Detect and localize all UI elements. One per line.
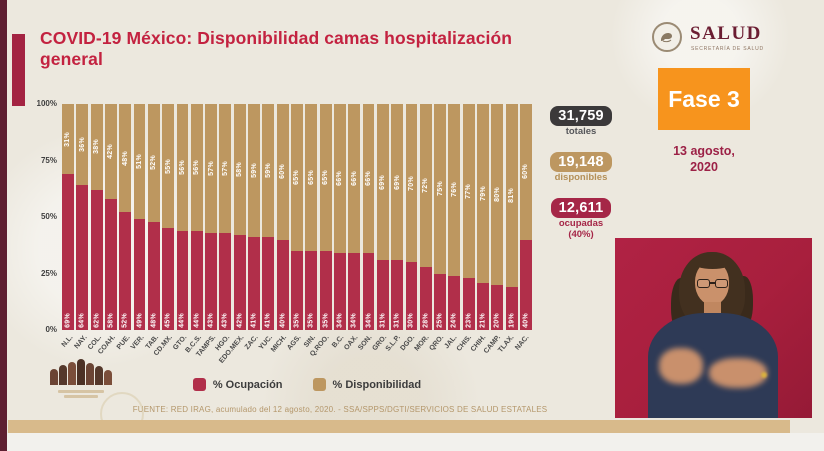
x-label-zac: ZAC. bbox=[243, 334, 260, 352]
x-label-son: SON. bbox=[357, 334, 374, 352]
interpreter-face bbox=[695, 262, 729, 305]
interpreter-hair-fringe bbox=[692, 255, 733, 269]
x-label-ags: AGS. bbox=[285, 334, 303, 352]
bar-coah: 42% 58% bbox=[104, 104, 117, 330]
interpreter-glasses bbox=[697, 279, 710, 288]
bar-bc: 66% 34% bbox=[333, 104, 346, 330]
bar-pue: 48% 52% bbox=[119, 104, 132, 330]
x-label-nac: NAC. bbox=[513, 334, 531, 352]
bar-nac: 60% 40% bbox=[520, 104, 532, 330]
stat-disponibles: 19,148 disponibles bbox=[534, 152, 628, 184]
date-line1: 13 agosto, bbox=[673, 144, 735, 158]
bar-cdmx: 55% 45% bbox=[162, 104, 175, 330]
bar-gto: 56% 44% bbox=[176, 104, 189, 330]
bar-gro: 69% 31% bbox=[376, 104, 389, 330]
y-tick-0: 0% bbox=[45, 325, 57, 334]
legend-label-ocupacion: % Ocupación bbox=[212, 378, 283, 391]
heroes-logo-caption bbox=[52, 388, 110, 400]
bar-nl: 31% 69% bbox=[62, 104, 74, 330]
y-tick-75: 75% bbox=[40, 155, 57, 165]
bar-plot: 31% 69% 36% 64% 38% 62% 42% 58% 48% 52% 51% 49% 52% 4… bbox=[62, 104, 532, 330]
bar-chis: 77% 23% bbox=[462, 104, 475, 330]
legend: % Ocupación % Disponibilidad bbox=[62, 378, 552, 391]
source-note: FUENTE: RED IRAG, acumulado del 12 agost… bbox=[132, 405, 548, 414]
left-edge-strip bbox=[0, 0, 7, 451]
bar-ags: 65% 35% bbox=[291, 104, 303, 330]
interpreter-glasses bbox=[715, 279, 728, 288]
bar-mor: 72% 28% bbox=[419, 104, 432, 330]
stat-disponibles-value: 19,148 bbox=[550, 152, 612, 172]
interpreter-glasses-bridge bbox=[709, 282, 716, 284]
stat-totales: 31,759 totales bbox=[534, 106, 628, 138]
bar-chih: 79% 21% bbox=[477, 104, 489, 330]
bar-nay: 36% 64% bbox=[76, 104, 89, 330]
title-accent-bar bbox=[12, 34, 25, 106]
stat-ocupadas-sublabel: (40%) bbox=[568, 228, 594, 240]
y-tick-50: 50% bbox=[40, 212, 57, 221]
bar-slp: 69% 31% bbox=[391, 104, 404, 330]
bar-qro: 75% 25% bbox=[434, 104, 447, 330]
ocupacion-swatch-icon bbox=[192, 378, 206, 391]
brand-name: SALUD bbox=[690, 23, 762, 44]
x-label-qro: QRO. bbox=[427, 334, 445, 353]
brand-tagline: SECRETARÍA DE SALUD bbox=[691, 46, 764, 52]
y-axis: 100% 75% 50% 25% 0% bbox=[10, 99, 57, 334]
y-tick-100: 100% bbox=[36, 99, 57, 108]
stat-ocupadas-label: ocupadas (40%) bbox=[558, 218, 604, 240]
date-line2: 2020 bbox=[690, 159, 718, 174]
interpreter-right-hand bbox=[709, 358, 767, 388]
interpreter-neck bbox=[704, 302, 721, 315]
bar-zac: 59% 41% bbox=[248, 104, 260, 330]
stat-ocupadas: 12,611 ocupadas (40%) bbox=[534, 198, 628, 241]
bottom-tan-bar bbox=[8, 420, 790, 433]
x-label-pue: PUE. bbox=[115, 334, 132, 352]
x-label-dgo: DGO. bbox=[399, 334, 417, 353]
phase-badge: Fase 3 bbox=[658, 68, 750, 130]
bar-yuc: 59% 41% bbox=[262, 104, 275, 330]
bar-tamps: 57% 43% bbox=[205, 104, 218, 330]
date-label: 13 agosto, 2020 bbox=[652, 144, 756, 175]
stat-disponibles-label: disponibles bbox=[554, 172, 608, 183]
x-label-nl: N.L. bbox=[60, 334, 75, 349]
x-axis-labels: N.L. NAY. COL. COAH. PUE. VER. TAB. CD.MX. GTO. B… bbox=[60, 333, 532, 369]
interpreter-watch bbox=[761, 372, 767, 378]
bar-qroo: 65% 35% bbox=[319, 104, 332, 330]
legend-label-disponibilidad: % Disponibilidad bbox=[332, 378, 422, 391]
stat-totales-value: 31,759 bbox=[550, 106, 612, 126]
gobierno-heroes-logo bbox=[50, 357, 112, 385]
stat-totales-label: totales bbox=[565, 126, 597, 137]
bar-col: 38% 62% bbox=[90, 104, 103, 330]
bar-mich: 60% 40% bbox=[276, 104, 289, 330]
interpreter-left-hand bbox=[659, 348, 703, 384]
page-title: COVID-19 México: Disponibilidad camas ho… bbox=[40, 28, 513, 70]
bar-ver: 51% 49% bbox=[133, 104, 146, 330]
eagle-seal-icon bbox=[652, 22, 682, 52]
x-label-nay: NAY. bbox=[73, 334, 89, 351]
x-label-oax: OAX. bbox=[342, 334, 360, 352]
stat-ocupadas-value: 12,611 bbox=[550, 198, 612, 218]
bar-tab: 52% 48% bbox=[147, 104, 160, 330]
bar-camp: 80% 20% bbox=[491, 104, 504, 330]
bottom-light-strip bbox=[7, 433, 824, 451]
bar-jal: 76% 24% bbox=[448, 104, 461, 330]
sign-interpreter-video bbox=[615, 238, 812, 418]
bar-hgo: 57% 43% bbox=[219, 104, 232, 330]
x-label-ver: VER. bbox=[129, 334, 146, 352]
disponibilidad-swatch-icon bbox=[312, 378, 326, 391]
bar-bcs: 56% 44% bbox=[190, 104, 203, 330]
bar-oax: 66% 34% bbox=[348, 104, 361, 330]
legend-item-disponibilidad: % Disponibilidad bbox=[312, 378, 422, 391]
bar-tlax: 81% 19% bbox=[505, 104, 518, 330]
legend-item-ocupacion: % Ocupación bbox=[192, 378, 283, 391]
bar-dgo: 70% 30% bbox=[405, 104, 418, 330]
y-tick-25: 25% bbox=[40, 268, 57, 278]
bar-sin: 65% 35% bbox=[305, 104, 318, 330]
bar-son: 66% 34% bbox=[362, 104, 375, 330]
x-label-mor: MOR. bbox=[413, 334, 431, 353]
bar-edomex: 58% 42% bbox=[233, 104, 246, 330]
